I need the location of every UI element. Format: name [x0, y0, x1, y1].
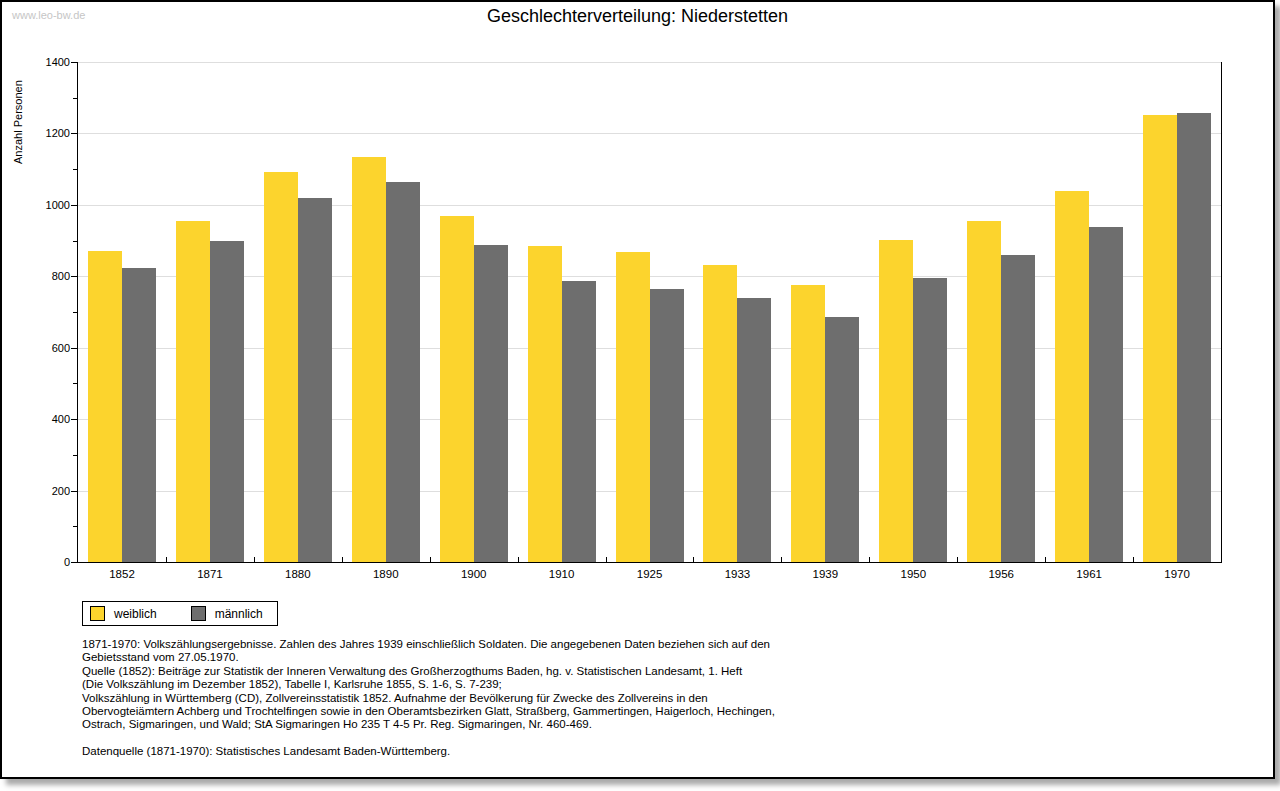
page-title: Geschlechterverteilung: Niederstetten: [2, 6, 1273, 27]
note-spacer: [82, 732, 1212, 745]
legend-item-weiblich: weiblich: [90, 606, 157, 621]
x-tick-label: 1956: [957, 568, 1045, 580]
x-tick-label: 1880: [254, 568, 342, 580]
bar-maennlich-1970: [1177, 113, 1211, 562]
category-boundary-tick: [166, 557, 167, 562]
bar-weiblich-1956: [967, 221, 1001, 562]
bar-weiblich-1890: [352, 157, 386, 562]
category-boundary-tick: [342, 557, 343, 562]
legend-swatch-maennlich: [191, 606, 206, 621]
y-axis-tick: [71, 348, 78, 349]
note-line: Volkszählung in Württemberg (CD), Zollve…: [82, 692, 1212, 705]
bar-weiblich-1910: [528, 246, 562, 562]
bar-maennlich-1890: [386, 182, 420, 562]
y-axis-tick: [71, 419, 78, 420]
bar-weiblich-1900: [440, 216, 474, 562]
category-boundary-tick: [518, 557, 519, 562]
y-axis-label: Anzahl Personen: [12, 80, 24, 164]
legend-label-maennlich: männlich: [215, 607, 263, 621]
y-axis-tick: [71, 491, 78, 492]
category-boundary-tick: [254, 557, 255, 562]
y-tick-label: 1200: [30, 128, 70, 139]
legend-swatch-weiblich: [90, 606, 105, 621]
bar-maennlich-1950: [913, 278, 947, 562]
x-tick-label: 1950: [869, 568, 957, 580]
y-tick-label: 1400: [30, 57, 70, 68]
legend: weiblich männlich: [82, 601, 278, 626]
bar-maennlich-1880: [298, 198, 332, 562]
x-tick-label: 1871: [166, 568, 254, 580]
legend-item-maennlich: männlich: [191, 606, 263, 621]
category-boundary-tick: [957, 557, 958, 562]
bar-weiblich-1933: [703, 265, 737, 562]
x-tick-label: 1933: [693, 568, 781, 580]
chart-frame: www.leo-bw.de Geschlechterverteilung: Ni…: [0, 0, 1275, 779]
legend-label-weiblich: weiblich: [114, 607, 157, 621]
bar-weiblich-1871: [176, 221, 210, 562]
category-boundary-tick: [869, 557, 870, 562]
bar-maennlich-1852: [122, 268, 156, 562]
category-boundary-tick: [693, 557, 694, 562]
category-boundary-tick: [606, 557, 607, 562]
y-axis-minor-tick: [73, 312, 78, 313]
x-tick-label: 1925: [606, 568, 694, 580]
category-boundary-tick: [1133, 557, 1134, 562]
bar-weiblich-1970: [1143, 115, 1177, 563]
bar-maennlich-1956: [1001, 255, 1035, 563]
gridline: [78, 62, 1221, 63]
y-axis-tick: [71, 62, 78, 63]
bar-weiblich-1880: [264, 172, 298, 562]
plot-area: 0200400600800100012001400185218711880189…: [77, 62, 1222, 563]
y-axis-tick: [71, 562, 78, 563]
y-axis-minor-tick: [73, 526, 78, 527]
x-tick-label: 1852: [78, 568, 166, 580]
note-line: Gebietsstand vom 27.05.1970.: [82, 651, 1212, 664]
bar-maennlich-1925: [650, 289, 684, 562]
bar-maennlich-1910: [562, 281, 596, 562]
y-axis-minor-tick: [73, 98, 78, 99]
y-tick-label: 400: [30, 414, 70, 425]
y-axis-minor-tick: [73, 455, 78, 456]
note-line: (Die Volkszählung im Dezember 1852), Tab…: [82, 678, 1212, 691]
y-tick-label: 200: [30, 486, 70, 497]
bar-maennlich-1961: [1089, 227, 1123, 562]
y-axis-tick: [71, 205, 78, 206]
y-axis-minor-tick: [73, 383, 78, 384]
note-line: Ostrach, Sigmaringen, und Wald; StA Sigm…: [82, 718, 1212, 731]
x-tick-label: 1939: [781, 568, 869, 580]
y-axis-tick: [71, 276, 78, 277]
x-tick-label: 1970: [1133, 568, 1221, 580]
bar-weiblich-1961: [1055, 191, 1089, 562]
gridline: [78, 205, 1221, 206]
x-tick-label: 1910: [518, 568, 606, 580]
bar-weiblich-1852: [88, 251, 122, 562]
bar-maennlich-1939: [825, 317, 859, 562]
y-axis-minor-tick: [73, 169, 78, 170]
category-boundary-tick: [430, 557, 431, 562]
note-line: Quelle (1852): Beiträge zur Statistik de…: [82, 665, 1212, 678]
x-tick-label: 1961: [1045, 568, 1133, 580]
gridline: [78, 133, 1221, 134]
bar-maennlich-1871: [210, 241, 244, 562]
category-boundary-tick: [781, 557, 782, 562]
y-tick-label: 800: [30, 271, 70, 282]
note-line: 1871-1970: Volkszählungsergebnisse. Zahl…: [82, 638, 1212, 651]
bar-weiblich-1939: [791, 285, 825, 562]
bar-weiblich-1925: [616, 252, 650, 562]
x-tick-label: 1890: [342, 568, 430, 580]
y-tick-label: 0: [30, 557, 70, 568]
y-tick-label: 1000: [30, 200, 70, 211]
y-tick-label: 600: [30, 343, 70, 354]
y-axis-minor-tick: [73, 241, 78, 242]
category-boundary-tick: [1045, 557, 1046, 562]
bar-weiblich-1950: [879, 240, 913, 562]
gridline: [78, 276, 1221, 277]
note-line: Datenquelle (1871-1970): Statistisches L…: [82, 745, 1212, 758]
note-line: Obervogteiämtern Achberg und Trochtelfin…: [82, 705, 1212, 718]
bar-maennlich-1933: [737, 298, 771, 562]
y-axis-tick: [71, 133, 78, 134]
x-tick-label: 1900: [430, 568, 518, 580]
source-notes: 1871-1970: Volkszählungsergebnisse. Zahl…: [82, 638, 1212, 758]
bar-maennlich-1900: [474, 245, 508, 563]
